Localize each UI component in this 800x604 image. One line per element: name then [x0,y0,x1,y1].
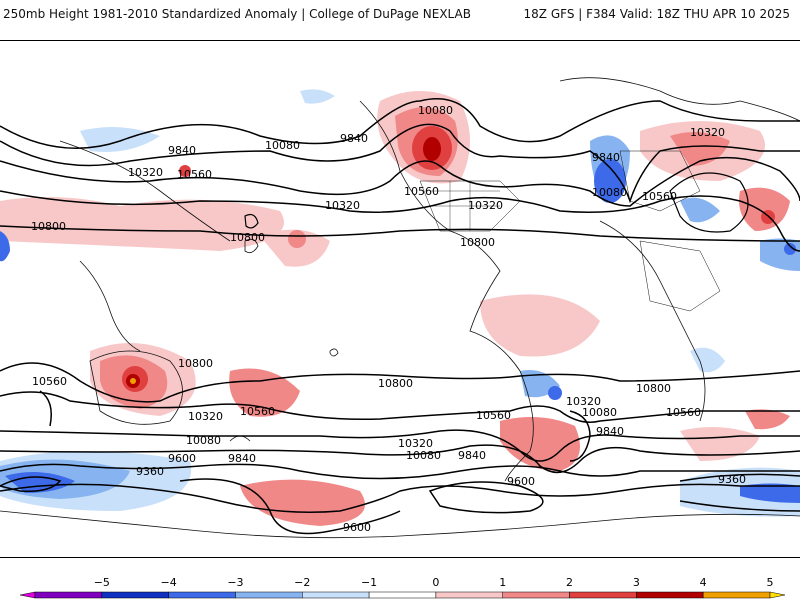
contour-label: 9360 [136,465,164,478]
colorbar-tick-label: 3 [633,576,640,589]
contour-label: 9360 [718,473,746,486]
contour-label: 10320 [128,166,163,179]
contour-label: 9600 [168,452,196,465]
colorbar-segment [34,591,103,599]
contour-label: 10320 [398,437,433,450]
contour-label: 10080 [265,139,300,152]
colorbar-triangle-high [769,591,786,599]
contour-label: 10080 [582,406,617,419]
contour-label: 10080 [592,186,627,199]
colorbar-segment [168,591,236,599]
contour-label: 10800 [178,357,213,370]
contour-label: 10320 [566,395,601,408]
contour-label: 9840 [340,132,368,145]
colorbar-tick-label: −1 [361,576,377,589]
colorbar-tick-label: −2 [294,576,310,589]
contour-label: 9600 [343,521,371,534]
colorbar-tick-label: 2 [566,576,573,589]
colorbar-segment [101,591,169,599]
colorbar-ticks: −5 −4 −3 −2 −1 0 1 2 3 4 5 [94,576,774,589]
contour-label: 10560 [666,406,701,419]
contour-label: 9840 [592,151,620,164]
contour-label: 10800 [230,231,265,244]
contour-label: 10560 [476,409,511,422]
colorbar-segment [502,591,570,599]
contour-label: 10800 [636,382,671,395]
colorbar-svg: −5 −4 −3 −2 −1 0 1 2 3 4 5 [19,576,786,599]
colorbar-tick-label: −3 [227,576,243,589]
contour-label: 10560 [404,185,439,198]
colorbar-tick-label: 5 [767,576,774,589]
map-title: 250mb Height 1981-2010 Standardized Anom… [3,7,471,21]
color-scale-legend: −5 −4 −3 −2 −1 0 1 2 3 4 5 [0,572,800,600]
contour-label: 10800 [31,220,66,233]
contour-label: 9840 [458,449,486,462]
contour-label: 9600 [507,475,535,488]
contour-label: 10800 [378,377,413,390]
anomaly-map[interactable]: 10080 9840 9840 10080 9840 10320 10320 1… [0,40,800,558]
contour-label: 10560 [32,375,67,388]
contour-label: 10320 [468,199,503,212]
contour-label: 10320 [690,126,725,139]
colorbar-tick-label: −5 [94,576,110,589]
contour-label: 9840 [228,452,256,465]
contour-label: 10560 [642,190,677,203]
colorbar-segment [636,591,704,599]
contour-label: 10320 [188,410,223,423]
colorbar-segment [302,591,370,599]
colorbar-tick-label: 1 [499,576,506,589]
model-run-info: 18Z GFS | F384 Valid: 18Z THU APR 10 202… [523,7,790,21]
colorbar-segment [569,591,637,599]
colorbar-boxes [19,591,786,599]
header: 250mb Height 1981-2010 Standardized Anom… [0,0,800,40]
colorbar-tick-label: −4 [161,576,177,589]
colorbar-segment [235,591,303,599]
contour-label: 9840 [596,425,624,438]
map-canvas: 10080 9840 9840 10080 9840 10320 10320 1… [0,41,800,557]
contour-label: 10080 [418,104,453,117]
contour-label: 10080 [406,449,441,462]
colorbar-triangle-low [19,591,36,599]
colorbar-segment [435,591,503,599]
coastlines [0,77,800,539]
colorbar-tick-label: 4 [700,576,707,589]
height-contours [0,98,800,535]
contour-label: 10320 [325,199,360,212]
contour-label: 10800 [460,236,495,249]
contour-label: 10080 [186,434,221,447]
contour-label: 10560 [240,405,275,418]
colorbar-segment [702,591,771,599]
colorbar-tick-label: 0 [432,576,439,589]
contour-labels: 10080 9840 9840 10080 9840 10320 10320 1… [31,104,746,534]
contour-label: 10560 [177,168,212,181]
colorbar-segment [368,591,437,599]
contour-label: 9840 [168,144,196,157]
